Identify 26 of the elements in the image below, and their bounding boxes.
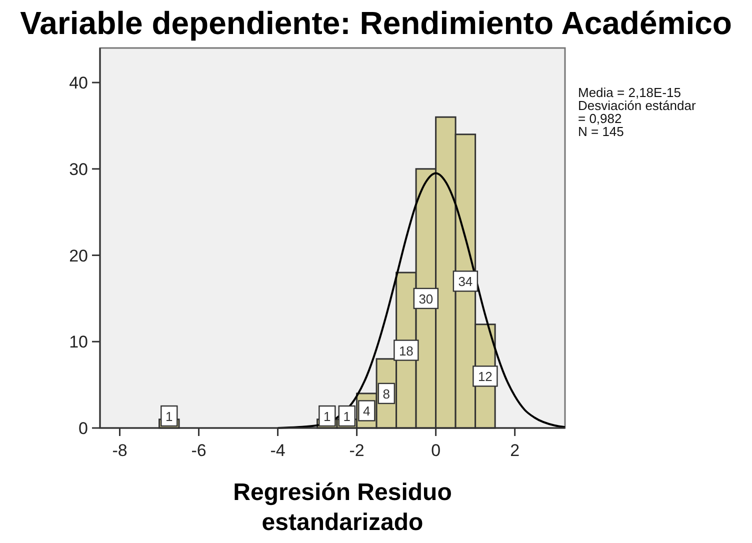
x-tick-label: 0 — [431, 441, 441, 460]
x-tick-label: -2 — [349, 441, 364, 460]
x-tick-label: -8 — [112, 441, 128, 460]
data-label: 34 — [458, 274, 473, 290]
x-tick-label: 2 — [510, 441, 520, 460]
data-label: 30 — [418, 291, 434, 306]
data-label: 12 — [478, 369, 492, 384]
y-tick-label: 0 — [78, 419, 88, 438]
data-label: 1 — [166, 409, 173, 424]
data-label: 8 — [382, 386, 390, 402]
line-series — [276, 172, 566, 429]
data-label: 1 — [324, 409, 331, 424]
x-tick-label: -4 — [270, 441, 286, 460]
chart-title: Variable dependiente: Rendimiento Académico — [20, 5, 732, 41]
y-tick-label: 40 — [69, 74, 88, 93]
x-axis-title: Regresión Residuo estandarizado — [233, 479, 452, 536]
data-label: 18 — [398, 343, 414, 358]
data-label: 4 — [363, 404, 370, 419]
y-tick-label: 10 — [69, 332, 88, 352]
y-tick-label: 30 — [69, 160, 88, 179]
data-label: 1 — [343, 409, 351, 424]
text: Media = 2,18E-15 — [578, 85, 681, 100]
x-tick-label: -6 — [191, 441, 206, 460]
text: Desviación estándar = 0,982 — [578, 98, 696, 126]
y-tick-label: 20 — [69, 246, 88, 266]
text: N = 145 — [578, 124, 624, 139]
